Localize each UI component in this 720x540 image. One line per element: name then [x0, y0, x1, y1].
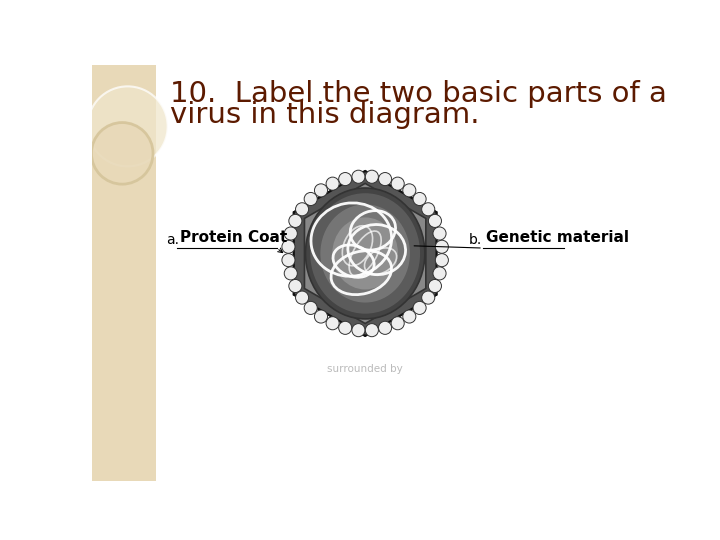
Circle shape — [338, 172, 352, 186]
Bar — [92, 65, 156, 481]
Circle shape — [352, 323, 365, 337]
Text: b.: b. — [469, 233, 482, 247]
Circle shape — [413, 192, 426, 206]
Circle shape — [422, 291, 435, 304]
Circle shape — [379, 172, 392, 186]
Ellipse shape — [333, 218, 398, 289]
Ellipse shape — [310, 193, 420, 314]
Circle shape — [391, 177, 404, 190]
Circle shape — [422, 202, 435, 216]
Circle shape — [88, 86, 168, 166]
Circle shape — [402, 184, 416, 197]
Circle shape — [284, 227, 297, 240]
Circle shape — [295, 202, 309, 216]
Circle shape — [282, 240, 295, 253]
Ellipse shape — [320, 204, 410, 302]
Circle shape — [391, 316, 404, 330]
Circle shape — [289, 214, 302, 227]
Circle shape — [315, 310, 328, 323]
Ellipse shape — [305, 188, 425, 319]
Circle shape — [338, 321, 352, 334]
Text: surrounded by: surrounded by — [328, 363, 403, 374]
Circle shape — [304, 192, 318, 206]
Circle shape — [365, 170, 379, 183]
Text: virus in this diagram.: virus in this diagram. — [170, 101, 479, 129]
Circle shape — [284, 267, 297, 280]
Polygon shape — [305, 184, 426, 323]
Circle shape — [436, 254, 449, 267]
Circle shape — [326, 316, 339, 330]
Text: Protein Coat: Protein Coat — [179, 230, 287, 245]
Circle shape — [433, 227, 446, 240]
Text: a.: a. — [166, 233, 179, 247]
Circle shape — [402, 310, 416, 323]
Circle shape — [326, 177, 339, 190]
Circle shape — [282, 254, 295, 267]
Circle shape — [428, 279, 441, 293]
Circle shape — [428, 214, 441, 227]
Circle shape — [289, 279, 302, 293]
Circle shape — [436, 240, 449, 253]
Circle shape — [315, 184, 328, 197]
Circle shape — [352, 170, 365, 183]
Circle shape — [365, 323, 379, 337]
Circle shape — [91, 123, 153, 184]
Text: Genetic material: Genetic material — [486, 230, 629, 245]
Polygon shape — [294, 171, 436, 336]
Circle shape — [304, 301, 318, 314]
Circle shape — [379, 321, 392, 334]
Text: 10.  Label the two basic parts of a: 10. Label the two basic parts of a — [170, 80, 667, 108]
Circle shape — [413, 301, 426, 314]
Circle shape — [433, 267, 446, 280]
Circle shape — [295, 291, 309, 304]
Polygon shape — [294, 171, 436, 336]
